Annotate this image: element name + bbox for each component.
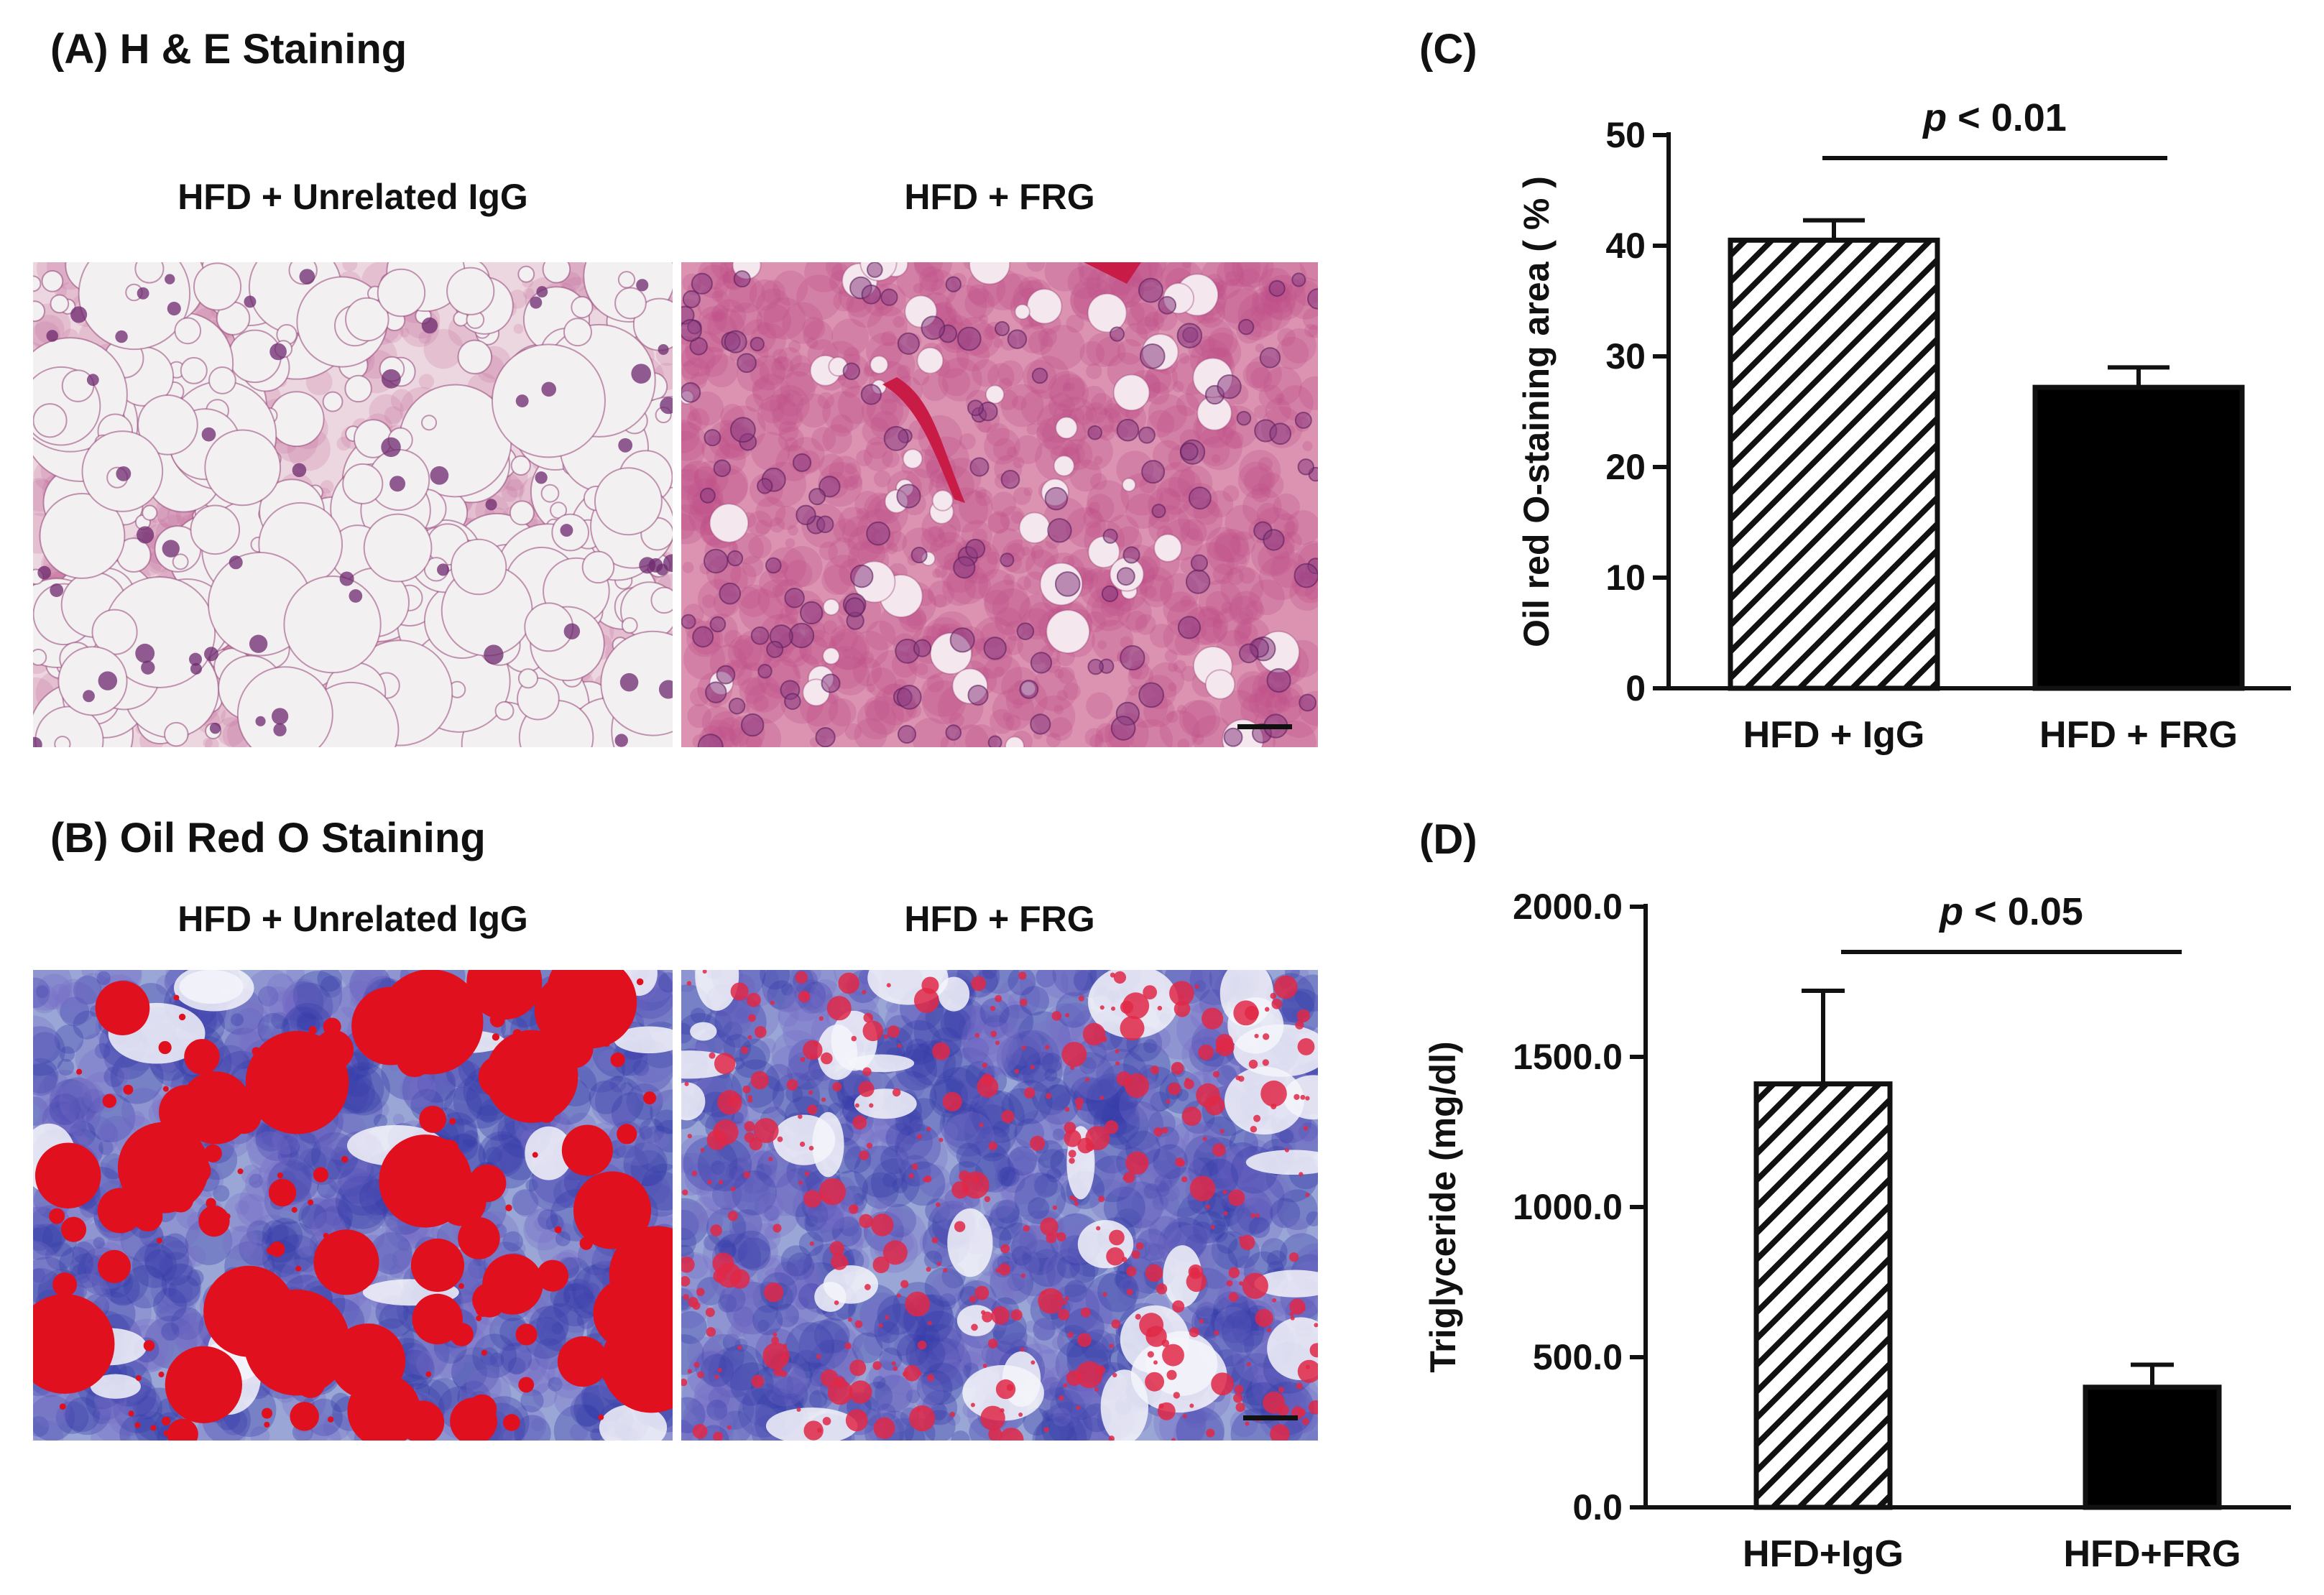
y-tick-label: 500.0 [1533,1337,1623,1377]
panel-d-title: (D) [1419,816,1477,863]
significance-label: p < 0.05 [1938,890,2083,933]
x-category-label: HFD + IgG [1743,714,1925,756]
he-scale-bar [1237,724,1292,729]
oro-image-unrelated-igg [33,970,673,1441]
bar-igg [1728,237,1940,691]
chart-c: 0 10 20 30 40 50 Oil red O-staining area ( % )… [0,0,2324,790]
he-image-unrelated-igg [33,262,673,747]
significance-label: p < 0.01 [1922,96,2067,139]
oro-image-frg [681,970,1318,1441]
y-axis-label: Oil red O-staining area ( % ) [1516,176,1557,647]
bar-frg [2032,384,2245,691]
y-tick-label: 0 [1626,668,1646,708]
panel-b-label-left: HFD + Unrelated IgG [177,899,528,939]
y-tick-label: 40 [1605,226,1646,266]
panel-a-label-left: HFD + Unrelated IgG [177,177,528,217]
panel-c-title: (C) [1419,26,1477,73]
y-tick-label: 2000.0 [1513,887,1623,927]
x-category-label: HFD + FRG [2039,714,2238,756]
oro-scale-bar [1243,1415,1298,1420]
panel-a-label-right: HFD + FRG [904,177,1095,217]
y-tick-label: 1500.0 [1513,1037,1623,1077]
y-tick-label: 1000.0 [1513,1187,1623,1227]
bar-igg [1753,1081,1893,1510]
y-tick-label: 20 [1605,447,1646,487]
x-category-label: HFD+IgG [1743,1533,1904,1575]
he-image-frg [681,262,1318,747]
y-tick-label: 30 [1605,336,1646,376]
y-axis-label: Triglyceride (mg/dl) [1423,1041,1463,1372]
y-tick-label: 10 [1605,558,1646,598]
y-tick-label: 0.0 [1572,1487,1623,1527]
panel-b-title: (B) Oil Red O Staining [50,815,486,861]
panel-a-title: (A) H & E Staining [50,26,407,73]
panel-b-label-right: HFD + FRG [904,899,1095,939]
y-tick-label: 50 [1605,115,1646,155]
x-category-label: HFD+FRG [2064,1533,2241,1575]
bar-frg [2083,1384,2222,1510]
